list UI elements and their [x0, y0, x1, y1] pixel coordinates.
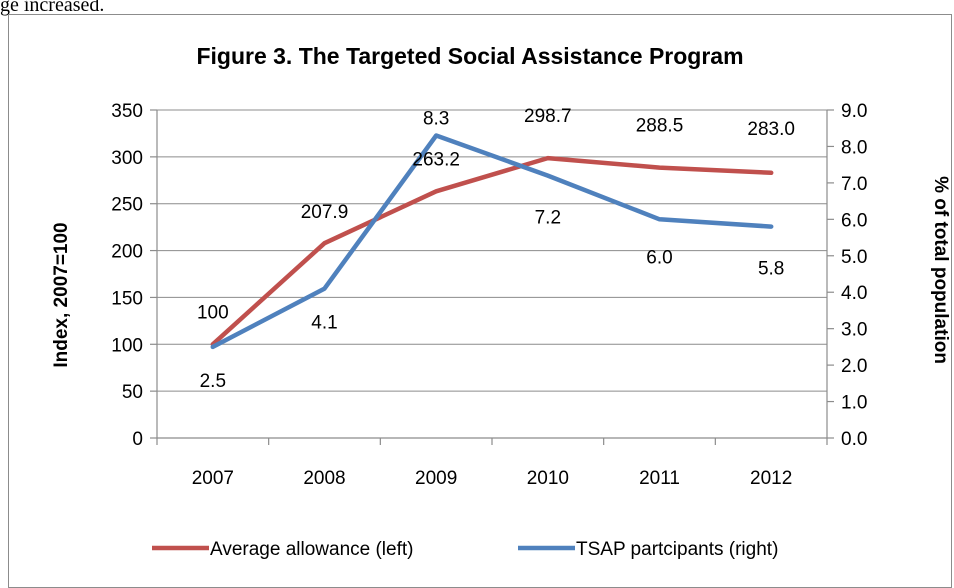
left-tick-label: 250 — [111, 195, 143, 216]
right-tick-label: 5.0 — [841, 247, 867, 268]
top-note-text: ge increased. — [0, 0, 105, 16]
x-tick-label: 2010 — [527, 468, 569, 489]
series-line-1 — [210, 155, 774, 347]
left-tick-label: 350 — [111, 101, 143, 122]
right-tick-label: 1.0 — [841, 393, 867, 414]
data-label-2: 2.5 — [200, 371, 226, 392]
data-label-2: 6.0 — [646, 247, 672, 268]
data-label-2: 4.1 — [311, 313, 337, 334]
right-tick-label: 7.0 — [841, 174, 867, 195]
grid-lines — [157, 109, 827, 392]
legend-label-2: TSAP partcipants (right) — [576, 539, 778, 560]
left-tick-label: 200 — [111, 242, 143, 263]
left-axis-ticks: 0 50 100 150 200 250 300 350 — [111, 101, 157, 450]
legend-label-1: Average allowance (left) — [210, 539, 413, 560]
left-tick-label: 150 — [111, 288, 143, 309]
left-tick-label: 300 — [111, 148, 143, 169]
legend: Average allowance (left) TSAP partcipants… — [152, 539, 778, 560]
data-label-1: 283.0 — [747, 119, 795, 140]
right-tick-label: 9.0 — [841, 101, 867, 122]
right-tick-label: 0.0 — [841, 429, 867, 450]
x-tick-label: 2007 — [192, 468, 234, 489]
left-tick-label: 100 — [111, 335, 143, 356]
right-tick-label: 6.0 — [841, 210, 867, 231]
x-axis-ticks: 2007 2008 2009 2010 2011 2012 — [156, 438, 828, 489]
x-tick-label: 2009 — [415, 468, 457, 489]
right-tick-label: 2.0 — [841, 356, 867, 377]
right-axis-title: % of total population — [930, 176, 951, 364]
series-line-2 — [210, 133, 774, 350]
data-label-1: 207.9 — [301, 202, 349, 223]
data-label-1: 263.2 — [412, 149, 460, 170]
x-tick-label: 2008 — [303, 468, 345, 489]
right-tick-label: 4.0 — [841, 283, 867, 304]
data-label-2: 5.8 — [758, 259, 784, 280]
series-lines — [210, 133, 774, 350]
axes — [156, 110, 828, 439]
data-label-1: 298.7 — [524, 106, 572, 127]
right-tick-label: 8.0 — [841, 137, 867, 158]
right-axis-ticks: 0.0 1.0 2.0 3.0 4.0 5.0 6.0 7.0 8.0 9.0 — [827, 101, 867, 450]
chart-title: Figure 3. The Targeted Social Assistance… — [196, 43, 743, 69]
data-label-2: 7.2 — [535, 208, 561, 229]
left-axis-title: Index, 2007=100 — [51, 222, 72, 367]
data-labels: 100 207.9 263.2 298.7 288.5 283.0 2.5 4.1 8.3 7.2… — [197, 106, 795, 392]
right-tick-label: 3.0 — [841, 320, 867, 341]
x-tick-label: 2012 — [750, 468, 792, 489]
left-tick-label: 50 — [122, 382, 143, 403]
data-label-1: 100 — [197, 302, 229, 323]
data-label-2: 8.3 — [423, 109, 449, 130]
data-label-1: 288.5 — [636, 116, 684, 137]
x-tick-label: 2011 — [639, 468, 680, 489]
left-tick-label: 0 — [132, 429, 143, 450]
